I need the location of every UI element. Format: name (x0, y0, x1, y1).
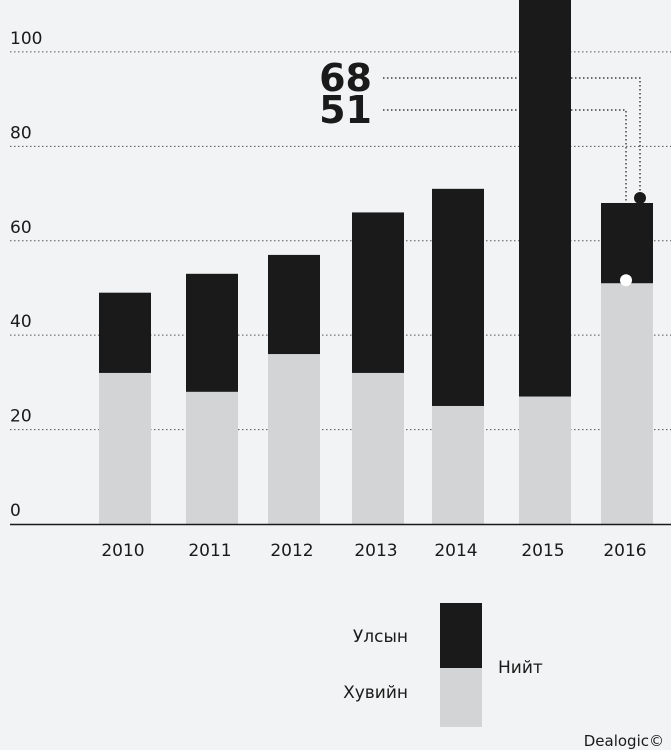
source: Dealogic© (584, 732, 664, 750)
bar-segment (601, 283, 653, 524)
bar-segment (432, 188, 484, 406)
legend-swatch (440, 668, 482, 727)
legend-label: Хувийн (343, 683, 408, 703)
bar-segment (268, 354, 320, 524)
y-tick-label: 100 (10, 29, 42, 49)
bar-segment (186, 391, 238, 524)
legend-swatch (440, 603, 482, 668)
bar-segment (352, 372, 404, 524)
y-tick-label: 0 (10, 501, 21, 521)
bar-segment (268, 254, 320, 355)
bar-segment (186, 273, 238, 392)
bar-segment (99, 372, 151, 524)
annotation-dot (634, 191, 646, 204)
bar-segment (519, 396, 571, 524)
x-tick-label: 2016 (603, 541, 646, 561)
annotation-dot (620, 274, 632, 287)
x-tick-label: 2013 (354, 541, 397, 561)
bar-segment (432, 405, 484, 524)
bar-segment (352, 212, 404, 373)
x-tick-label: 2014 (434, 541, 477, 561)
x-tick-label: 2010 (101, 541, 144, 561)
annotation-label: 51 (319, 88, 372, 132)
y-tick-label: 60 (10, 218, 32, 238)
y-tick-label: 40 (10, 312, 32, 332)
x-tick-label: 2011 (188, 541, 231, 561)
annotation-leader (383, 109, 627, 281)
annotation-label: 68 (319, 56, 372, 100)
legend-total-label: Нийт (498, 658, 543, 678)
annotation-leader (383, 77, 641, 198)
bar-segment (601, 202, 653, 284)
bar-segment (99, 292, 151, 373)
y-tick-label: 80 (10, 123, 32, 143)
plot (99, 0, 653, 524)
x-tick-label: 2015 (521, 541, 564, 561)
legend-label: Улсын (353, 627, 408, 647)
x-tick-label: 2012 (270, 541, 313, 561)
y-tick-label: 20 (10, 407, 32, 427)
bar-segment (519, 0, 571, 397)
